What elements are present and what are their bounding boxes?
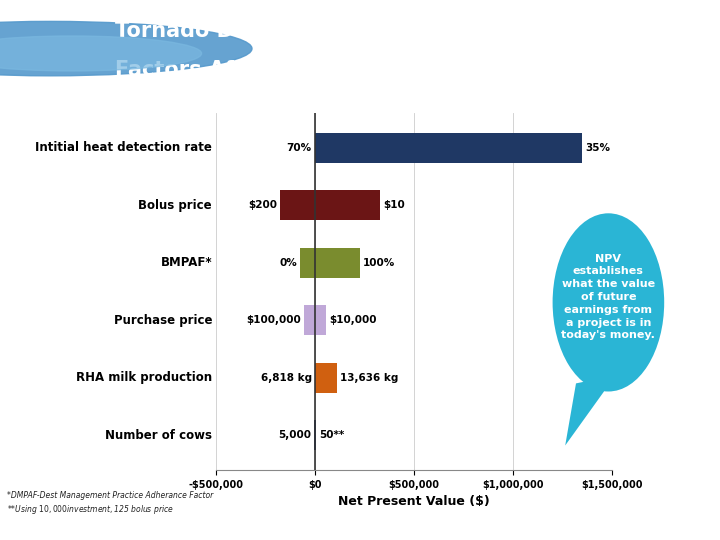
Circle shape bbox=[0, 22, 252, 76]
Text: Tornado Diagram for Deterministic: Tornado Diagram for Deterministic bbox=[115, 21, 523, 41]
Text: RHA milk production: RHA milk production bbox=[76, 372, 212, 384]
Text: 70%: 70% bbox=[287, 143, 312, 153]
Text: 13,636 kg: 13,636 kg bbox=[340, 373, 398, 383]
Circle shape bbox=[0, 36, 202, 71]
Text: 50**: 50** bbox=[319, 430, 344, 440]
Text: 35%: 35% bbox=[585, 143, 611, 153]
Text: Bolus price: Bolus price bbox=[138, 199, 212, 212]
Text: 5,000: 5,000 bbox=[278, 430, 311, 440]
Text: Purchase price: Purchase price bbox=[114, 314, 212, 327]
Ellipse shape bbox=[553, 213, 664, 392]
Text: $200: $200 bbox=[248, 200, 277, 211]
Text: Factors Affecting NPV: Factors Affecting NPV bbox=[115, 60, 373, 80]
X-axis label: Net Present Value ($): Net Present Value ($) bbox=[338, 495, 490, 508]
Bar bbox=[304, 306, 326, 335]
Text: Intitial heat detection rate: Intitial heat detection rate bbox=[35, 141, 212, 154]
Text: *DMPAF-Dest Management Practice Adherance Factor: *DMPAF-Dest Management Practice Adheranc… bbox=[7, 490, 213, 500]
Text: Number of cows: Number of cows bbox=[105, 429, 212, 442]
Text: NPV
establishes
what the value
of future
earnings from
a project is in
today's m: NPV establishes what the value of future… bbox=[562, 254, 655, 340]
Text: 100%: 100% bbox=[363, 258, 395, 268]
Bar bbox=[315, 363, 337, 393]
Text: 6,818 kg: 6,818 kg bbox=[261, 373, 312, 383]
Text: $10: $10 bbox=[384, 200, 405, 211]
Text: 0%: 0% bbox=[279, 258, 297, 268]
Text: BMPAF*: BMPAF* bbox=[161, 256, 212, 269]
Bar bbox=[300, 248, 359, 278]
Text: **Using $10,000 investment, $125 bolus price: **Using $10,000 investment, $125 bolus p… bbox=[7, 503, 174, 516]
Text: $100,000: $100,000 bbox=[246, 315, 301, 325]
Text: $10,000: $10,000 bbox=[329, 315, 377, 325]
Bar bbox=[315, 133, 582, 163]
Polygon shape bbox=[565, 375, 616, 445]
Bar bbox=[280, 191, 380, 220]
